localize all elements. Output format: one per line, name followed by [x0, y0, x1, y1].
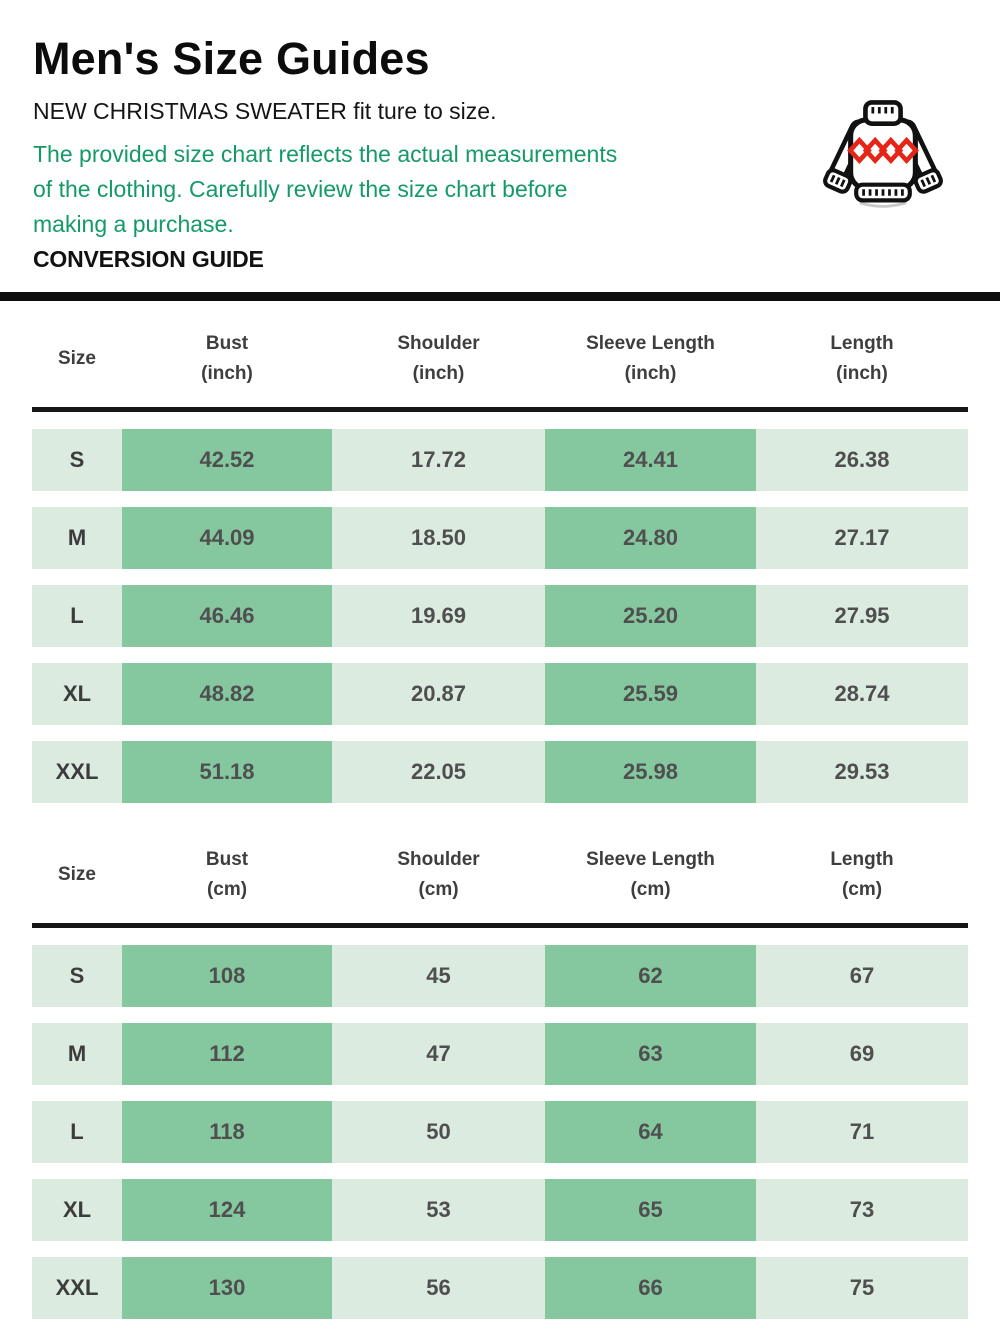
cell-size: M: [32, 507, 122, 569]
table-row-s: S 108 45 62 67: [32, 945, 968, 1007]
cell-bust: 44.09: [122, 507, 332, 569]
cell-length: 75: [756, 1257, 968, 1319]
col-header-sleeve-length: Sleeve Length (cm): [586, 849, 715, 900]
table-header-inch: Size Bust (inch) Shoulder (inch) Sleeve …: [32, 301, 968, 407]
col-header-size: Size: [57, 348, 97, 369]
cell-shoulder: 50: [332, 1101, 545, 1163]
col-header-bust: Bust (cm): [205, 849, 249, 900]
cell-length: 26.38: [756, 429, 968, 491]
header-rule: [32, 923, 968, 928]
cell-bust: 51.18: [122, 741, 332, 803]
col-header-length: Length (inch): [830, 333, 894, 384]
table-header-cm: Size Bust (cm) Shoulder (cm) Sleeve Leng…: [32, 819, 968, 923]
col-header-length: Length (cm): [830, 849, 894, 900]
cell-bust: 112: [122, 1023, 332, 1085]
page-header: Men's Size Guides NEW CHRISTMAS SWEATER …: [0, 0, 1000, 272]
cell-length: 27.17: [756, 507, 968, 569]
cell-sleeve-length: 25.98: [545, 741, 756, 803]
diamond-pattern: [847, 136, 919, 165]
cell-sleeve-length: 66: [545, 1257, 756, 1319]
right-cuff: [913, 168, 943, 194]
cell-sleeve-length: 25.20: [545, 585, 756, 647]
cell-bust: 48.82: [122, 663, 332, 725]
fit-subtitle: NEW CHRISTMAS SWEATER fit ture to size.: [33, 98, 497, 124]
section-divider-bar: [0, 292, 1000, 301]
cell-length: 29.53: [756, 741, 968, 803]
size-chart-note: The provided size chart reflects the act…: [33, 137, 733, 242]
cell-bust: 46.46: [122, 585, 332, 647]
note-line-1: The provided size chart reflects the act…: [33, 141, 618, 167]
page-title: Men's Size Guides: [33, 33, 430, 84]
cell-length: 27.95: [756, 585, 968, 647]
col-header-shoulder: Shoulder (cm): [397, 849, 480, 900]
cell-sleeve-length: 64: [545, 1101, 756, 1163]
cell-shoulder: 22.05: [332, 741, 545, 803]
cell-length: 71: [756, 1101, 968, 1163]
cell-sleeve-length: 24.80: [545, 507, 756, 569]
cell-shoulder: 47: [332, 1023, 545, 1085]
table-row-xl: XL 124 53 65 73: [32, 1179, 968, 1241]
cell-shoulder: 17.72: [332, 429, 545, 491]
table-row-xl: XL 48.82 20.87 25.59 28.74: [32, 663, 968, 725]
cell-shoulder: 20.87: [332, 663, 545, 725]
cell-sleeve-length: 63: [545, 1023, 756, 1085]
cell-bust: 42.52: [122, 429, 332, 491]
christmas-sweater-icon: [823, 100, 943, 208]
cell-size: L: [32, 585, 122, 647]
cell-shoulder: 45: [332, 945, 545, 1007]
col-header-shoulder: Shoulder (inch): [397, 333, 480, 384]
cell-shoulder: 18.50: [332, 507, 545, 569]
cell-bust: 124: [122, 1179, 332, 1241]
cell-bust: 108: [122, 945, 332, 1007]
note-line-2: of the clothing. Carefully review the si…: [33, 176, 568, 202]
cell-bust: 118: [122, 1101, 332, 1163]
cell-size: L: [32, 1101, 122, 1163]
cell-length: 28.74: [756, 663, 968, 725]
table-row-xxl: XXL 130 56 66 75: [32, 1257, 968, 1319]
size-table-cm: Size Bust (cm) Shoulder (cm) Sleeve Leng…: [32, 819, 968, 1319]
cell-size: XL: [32, 663, 122, 725]
header-rule: [32, 407, 968, 412]
table-row-xxl: XXL 51.18 22.05 25.98 29.53: [32, 741, 968, 803]
cell-shoulder: 53: [332, 1179, 545, 1241]
cell-bust: 130: [122, 1257, 332, 1319]
cell-size: M: [32, 1023, 122, 1085]
cell-length: 67: [756, 945, 968, 1007]
table-row-l: L 118 50 64 71: [32, 1101, 968, 1163]
cell-length: 69: [756, 1023, 968, 1085]
cell-sleeve-length: 25.59: [545, 663, 756, 725]
table-row-m: M 44.09 18.50 24.80 27.17: [32, 507, 968, 569]
cell-size: S: [32, 945, 122, 1007]
cell-shoulder: 56: [332, 1257, 545, 1319]
cell-sleeve-length: 65: [545, 1179, 756, 1241]
col-header-bust: Bust (inch): [201, 333, 253, 384]
table-row-s: S 42.52 17.72 24.41 26.38: [32, 429, 968, 491]
cell-length: 73: [756, 1179, 968, 1241]
col-header-size: Size: [57, 864, 97, 885]
left-cuff: [823, 168, 853, 194]
cell-size: S: [32, 429, 122, 491]
cell-size: XXL: [32, 741, 122, 803]
cell-sleeve-length: 62: [545, 945, 756, 1007]
size-table-inch: Size Bust (inch) Shoulder (inch) Sleeve …: [32, 301, 968, 803]
conversion-guide-label: CONVERSION GUIDE: [33, 246, 264, 272]
table-row-l: L 46.46 19.69 25.20 27.95: [32, 585, 968, 647]
col-header-sleeve-length: Sleeve Length (inch): [586, 333, 715, 384]
note-line-3: making a purchase.: [33, 211, 234, 237]
cell-shoulder: 19.69: [332, 585, 545, 647]
cell-size: XXL: [32, 1257, 122, 1319]
table-row-m: M 112 47 63 69: [32, 1023, 968, 1085]
cell-size: XL: [32, 1179, 122, 1241]
cell-sleeve-length: 24.41: [545, 429, 756, 491]
